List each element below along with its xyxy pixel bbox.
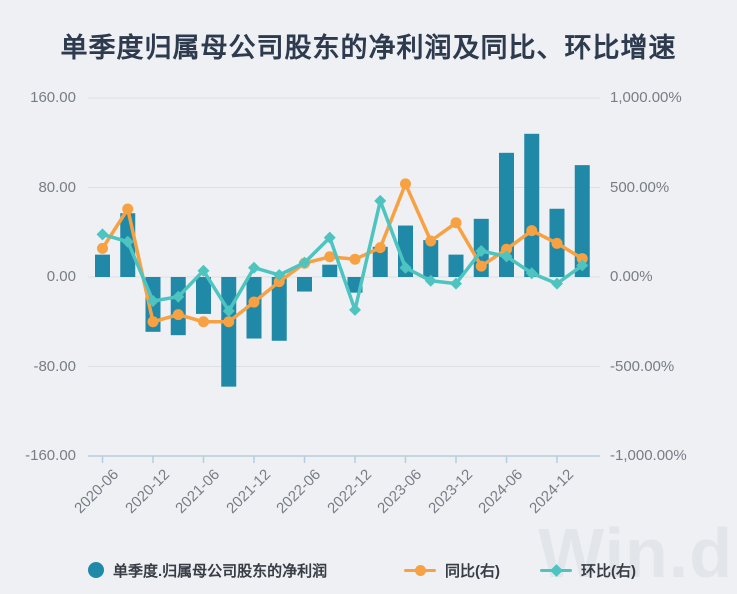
legend-label: 单季度.归属母公司股东的净利润 xyxy=(113,562,328,580)
y-right-tick: -1,000.00% xyxy=(610,447,687,464)
y-left-tick: -80.00 xyxy=(33,358,76,375)
y-left-tick: 0.00 xyxy=(46,268,76,285)
legend-label: 环比(右) xyxy=(581,562,636,580)
chart-legend: 单季度.归属母公司股东的净利润 同比(右) 环比(右) xyxy=(0,556,737,584)
y-left-tick: 80.00 xyxy=(38,179,76,196)
y-right-tick: -500.00% xyxy=(610,358,675,375)
qoq-series-marker-icon xyxy=(540,563,572,577)
y-right-tick: 500.00% xyxy=(610,179,670,196)
bar-series-marker-icon xyxy=(88,562,104,578)
yoy-series-marker-icon xyxy=(404,563,436,577)
legend-item-yoy[interactable]: 同比(右) xyxy=(404,556,500,584)
wind-watermark: Win.d xyxy=(538,514,733,592)
y-right-tick: 0.00% xyxy=(610,268,653,285)
legend-label: 同比(右) xyxy=(445,562,500,580)
chart-title: 单季度归属母公司股东的净利润及同比、环比增速 xyxy=(60,33,677,63)
y-left-tick: 160.00 xyxy=(30,89,76,106)
y-left-tick: -160.00 xyxy=(25,447,76,464)
y-right-tick: 1,000.00% xyxy=(610,89,682,106)
legend-item-qoq[interactable]: 环比(右) xyxy=(540,556,636,584)
legend-item-net-profit[interactable]: 单季度.归属母公司股东的净利润 xyxy=(88,556,327,584)
